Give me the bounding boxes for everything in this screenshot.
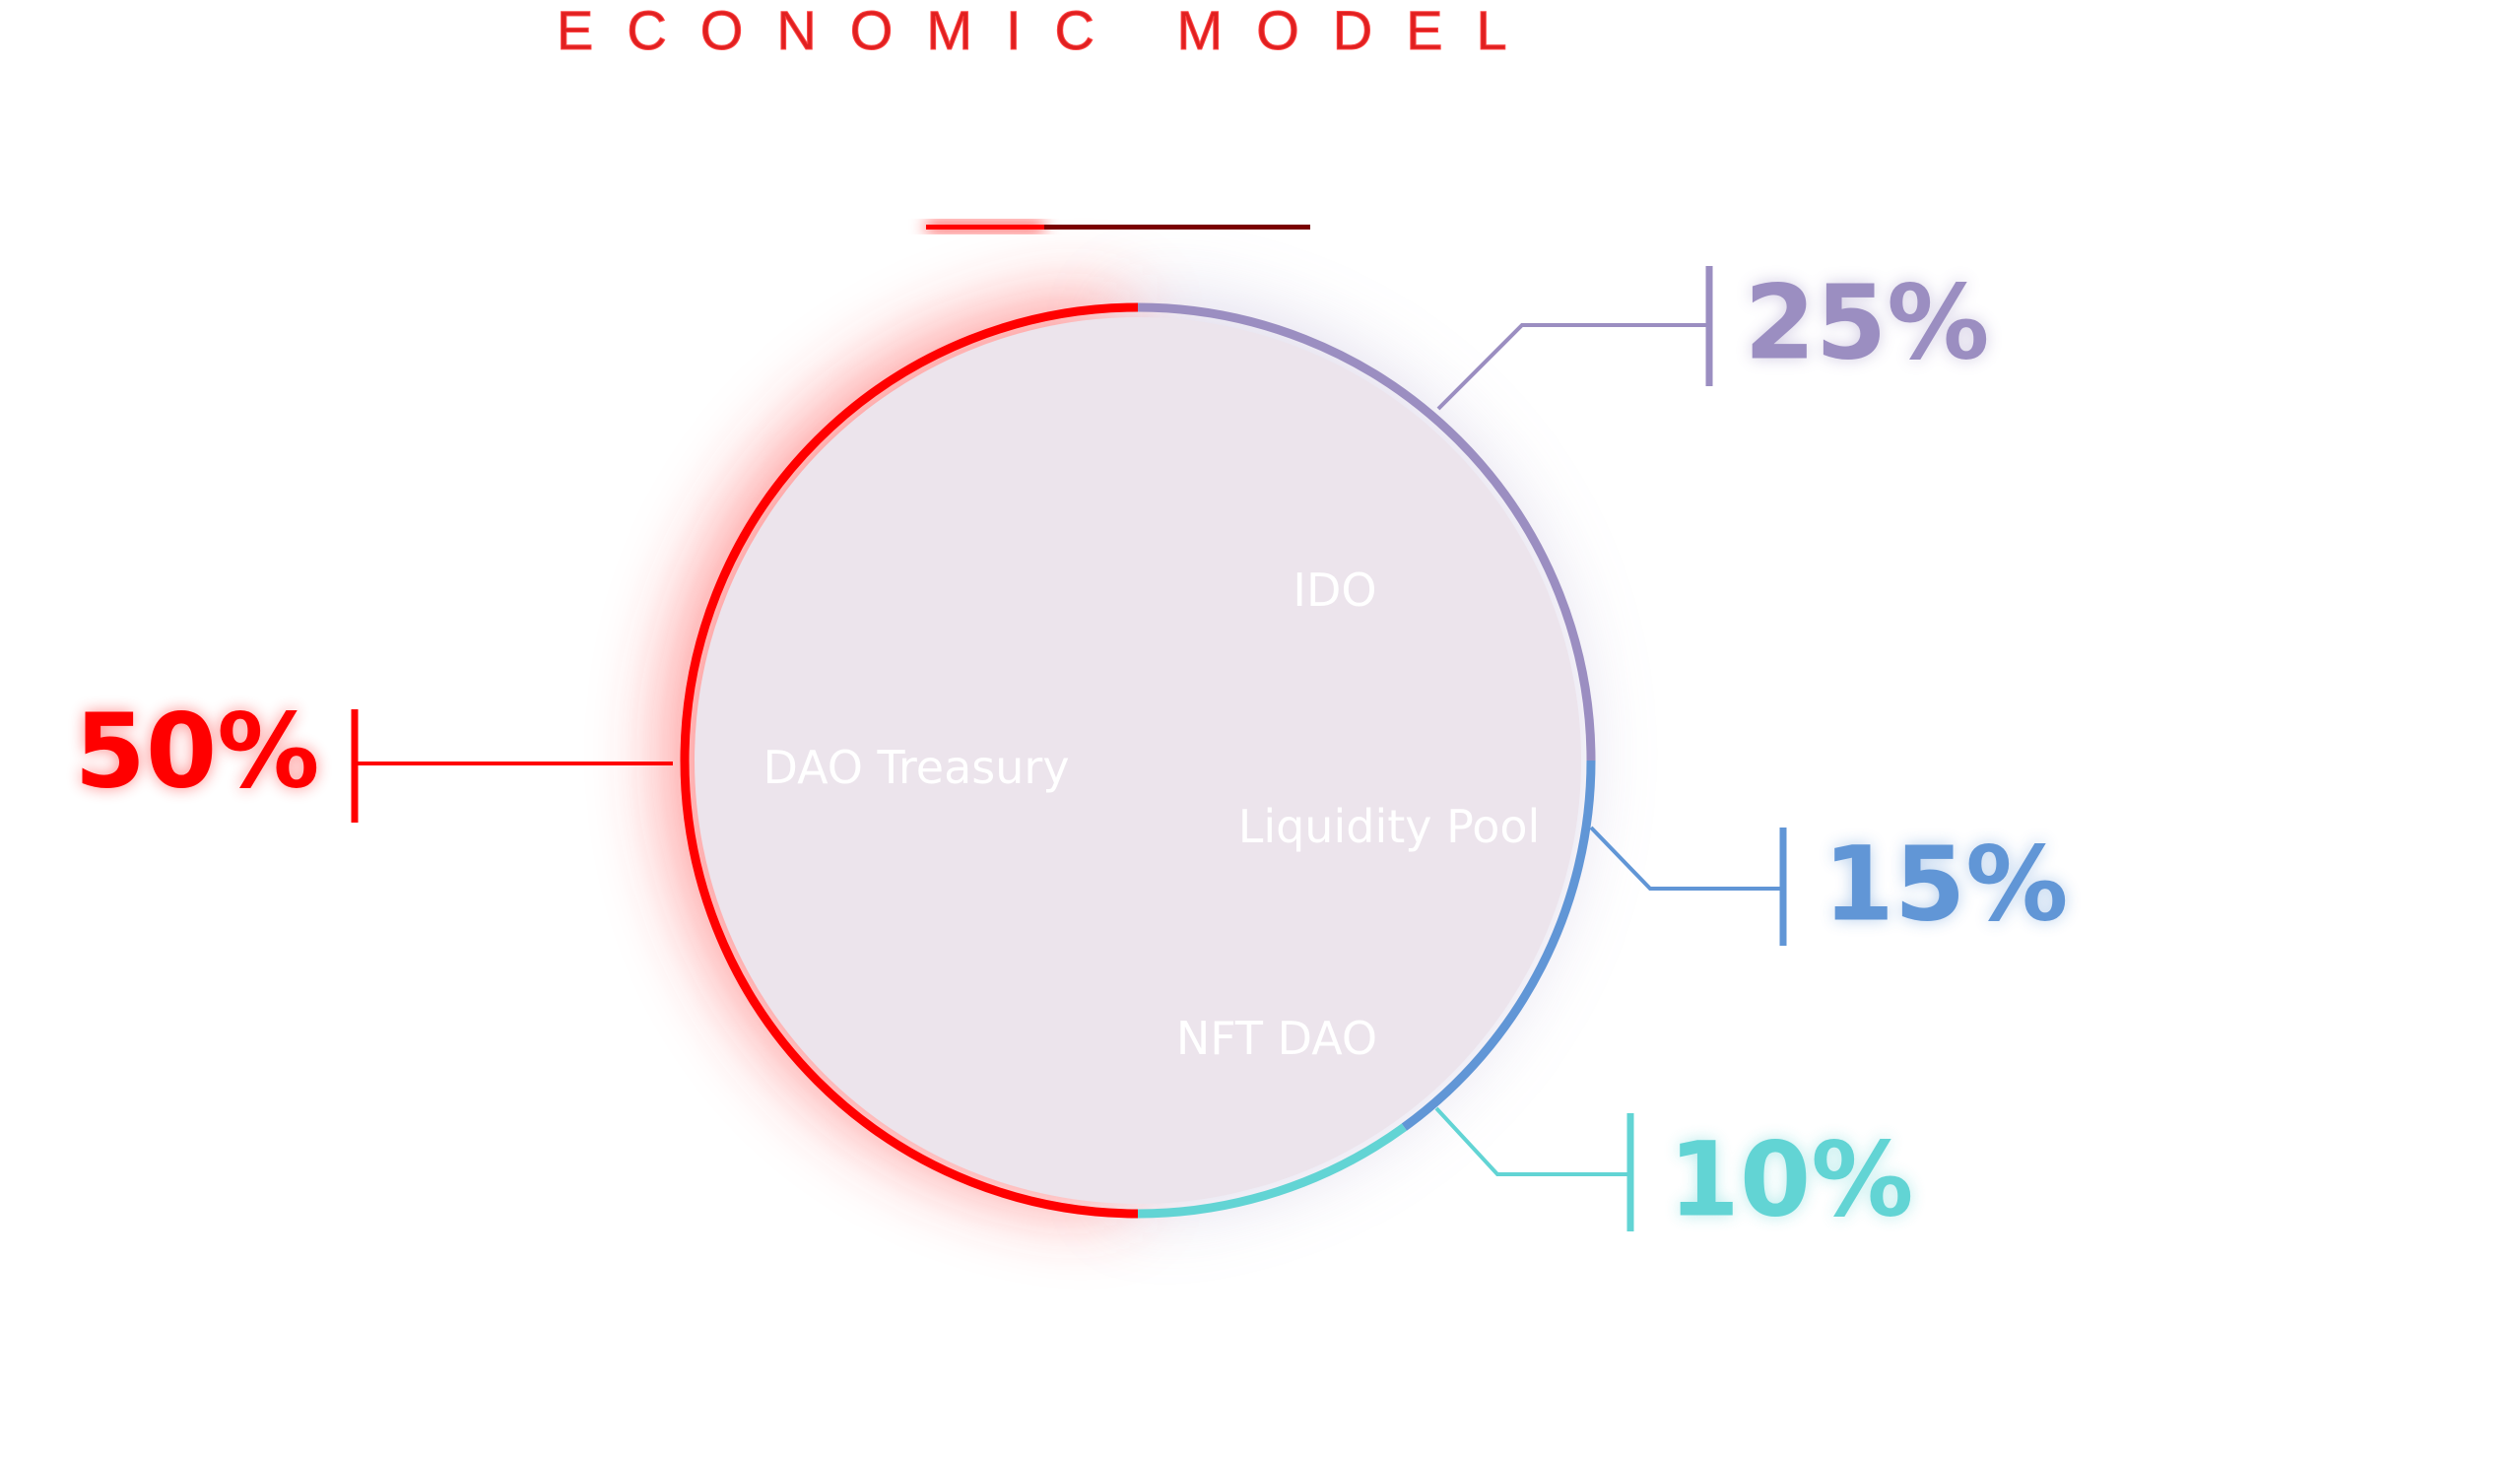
rim-arc-nft-dao	[1137, 1123, 1408, 1219]
percent-labels: 25%25%15%15%10%10%50%50%	[75, 262, 2069, 1239]
pie-rim	[680, 302, 1596, 1219]
leader-lines	[351, 266, 1787, 1231]
percent-glow-dao-treasury: 50%	[75, 691, 320, 811]
rim-arc-ido	[1137, 302, 1596, 762]
percent-label-ido: 25%	[1745, 262, 1990, 382]
chart-title: ECONOMIC MODEL	[557, 0, 1541, 61]
percent-glow-nft-dao: 10%	[1669, 1119, 1914, 1239]
slice-label-nft-dao: NFT DAO	[1176, 1012, 1377, 1065]
title-underline	[926, 223, 1310, 231]
percent-glow-liquidity-pool: 15%	[1824, 824, 2069, 944]
percent-glow-ido: 25%	[1745, 262, 1990, 382]
leader-line-liquidity-pool	[1589, 826, 1783, 891]
slice-label-ido: IDO	[1293, 563, 1376, 617]
percent-label-liquidity-pool: 15%	[1824, 824, 2069, 944]
slice-labels: IDO Liquidity Pool NFT DAO DAO Treasury	[763, 563, 1540, 1065]
slice-label-liquidity-pool: Liquidity Pool	[1238, 800, 1541, 853]
leader-line-nft-dao	[1434, 1106, 1630, 1176]
slice-label-dao-treasury: DAO Treasury	[763, 741, 1069, 794]
leader-line-ido	[1436, 323, 1709, 411]
rim-arc-dao-treasury	[680, 302, 1139, 1219]
percent-label-dao-treasury: 50%	[75, 691, 320, 811]
percent-label-nft-dao: 10%	[1669, 1119, 1914, 1239]
pie-ring-background	[695, 317, 1581, 1204]
rim-arc-liquidity-pool	[1401, 760, 1596, 1131]
